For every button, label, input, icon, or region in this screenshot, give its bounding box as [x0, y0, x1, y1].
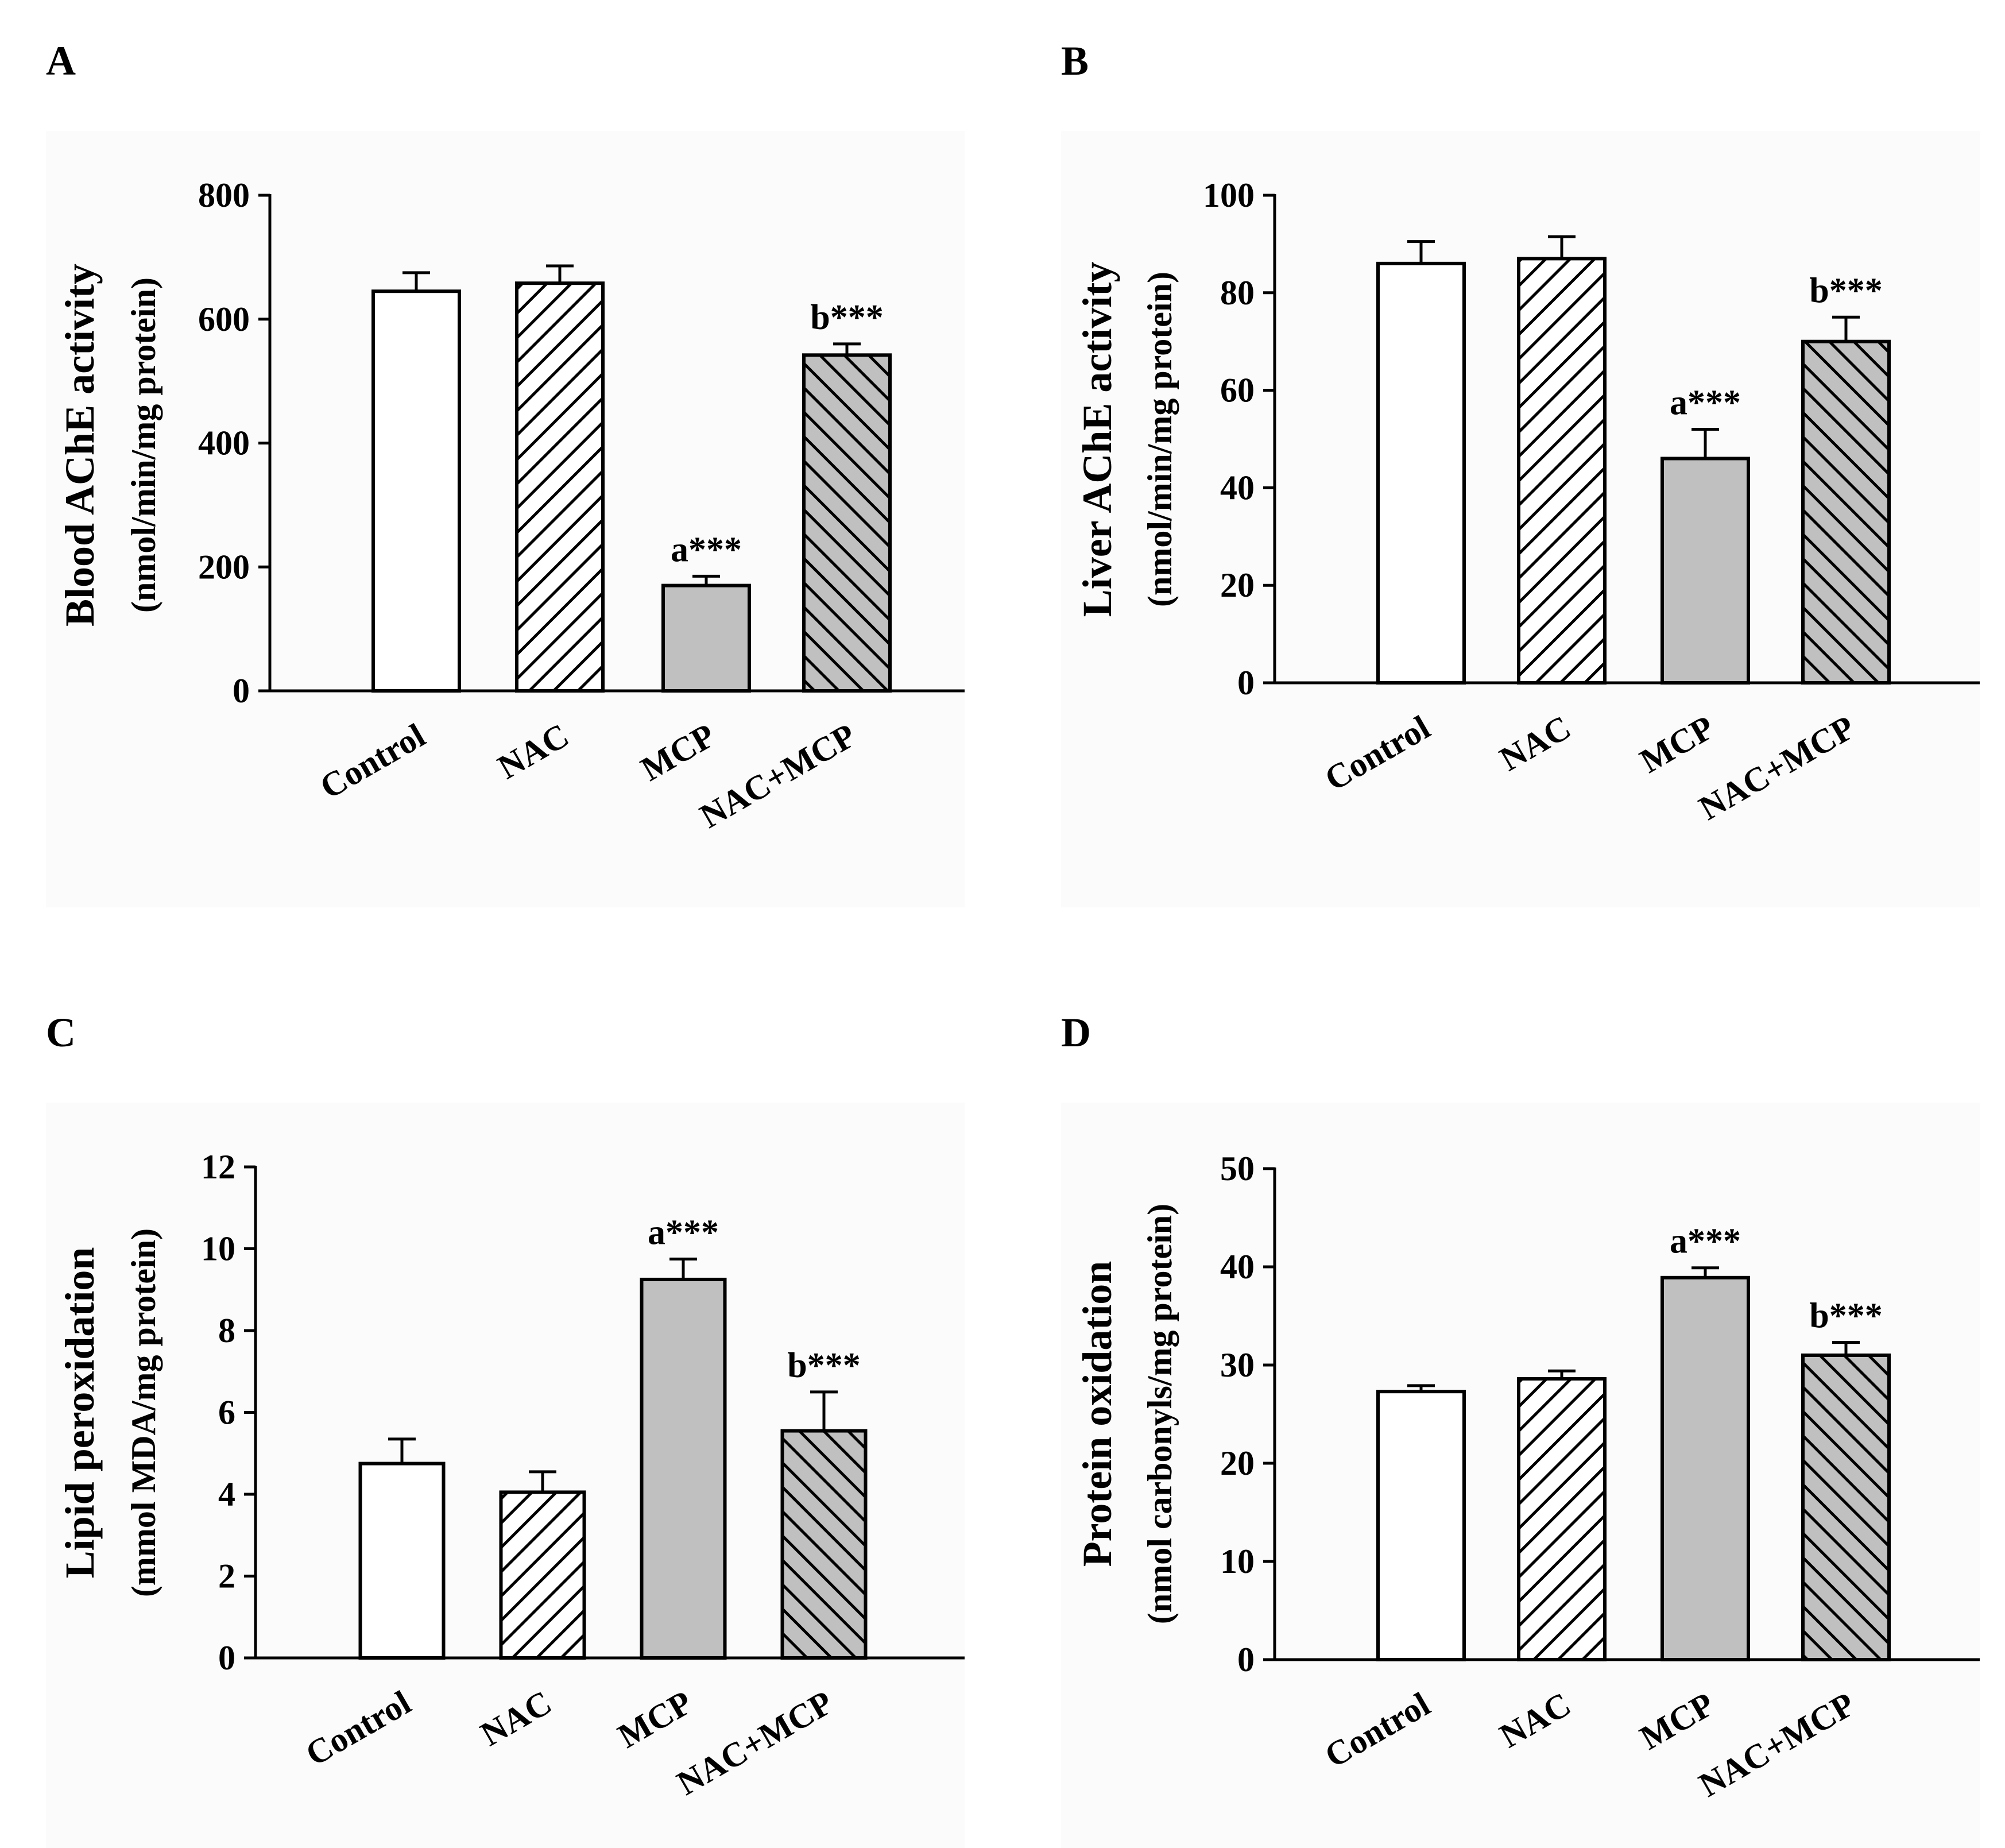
y-tick-label: 30	[1220, 1346, 1255, 1384]
y-tick-label: 4	[218, 1475, 235, 1513]
panel-c-letter: C	[46, 1010, 76, 1056]
y-tick-label: 0	[233, 672, 250, 710]
y-axis-unit: (nmol carbonyls/mg protein)	[1141, 1204, 1179, 1624]
bar-control	[371, 289, 461, 693]
bar-control	[1376, 1390, 1466, 1661]
y-axis-title: Lipid peroxidation	[57, 1247, 103, 1579]
y-tick-label: 200	[198, 548, 250, 586]
y-tick-label: 40	[1220, 469, 1255, 507]
significance-label: b***	[810, 298, 883, 337]
significance-label: a***	[671, 530, 742, 569]
bar-mcp	[640, 1277, 727, 1660]
bar-nac-mcp	[802, 353, 892, 693]
significance-label: b***	[1809, 1297, 1882, 1336]
bar-nac	[515, 281, 605, 693]
y-tick-label: 600	[198, 300, 250, 338]
bar-nac-mcp	[1801, 339, 1891, 685]
bar-nac	[1517, 257, 1607, 685]
y-tick-label: 6	[218, 1394, 235, 1432]
bar-mcp	[1660, 1275, 1750, 1662]
y-tick-label: 0	[218, 1639, 235, 1677]
y-tick-label: 20	[1220, 566, 1255, 604]
y-tick-label: 800	[198, 176, 250, 214]
significance-label: b***	[787, 1346, 860, 1385]
bar-control	[358, 1462, 446, 1660]
panel-a-letter: A	[46, 38, 76, 84]
significance-label: a***	[1670, 1222, 1741, 1261]
significance-label: b***	[1809, 271, 1882, 310]
y-axis-unit: (nmol/min/mg protein)	[125, 277, 162, 613]
y-tick-label: 8	[218, 1312, 235, 1350]
significance-label: a***	[648, 1213, 719, 1252]
y-tick-label: 0	[1237, 1641, 1255, 1679]
bar-nac	[1517, 1377, 1607, 1661]
panel-b-letter: B	[1061, 38, 1089, 84]
y-tick-label: 20	[1220, 1444, 1255, 1482]
y-axis-title: Protein oxidation	[1074, 1261, 1120, 1567]
y-tick-label: 100	[1203, 176, 1255, 214]
bar-mcp	[661, 583, 751, 693]
y-tick-label: 2	[218, 1557, 235, 1595]
y-tick-label: 12	[201, 1148, 235, 1186]
y-axis-title: Liver AChE activity	[1074, 262, 1120, 617]
y-tick-label: 50	[1220, 1150, 1255, 1188]
y-axis-title: Blood AChE activity	[57, 264, 103, 627]
y-tick-label: 60	[1220, 372, 1255, 409]
y-axis-unit: (mmol MDA/mg protein)	[125, 1228, 162, 1597]
panel-d-letter: D	[1061, 1010, 1091, 1056]
y-axis-unit: (nmol/min/mg protein)	[1141, 272, 1179, 607]
y-tick-label: 400	[198, 424, 250, 462]
y-tick-label: 10	[1220, 1542, 1255, 1580]
bar-nac	[499, 1490, 586, 1660]
bar-nac-mcp	[780, 1429, 868, 1660]
significance-label: a***	[1670, 384, 1741, 423]
bar-nac-mcp	[1801, 1353, 1891, 1661]
y-tick-label: 0	[1237, 664, 1255, 702]
bar-mcp	[1660, 457, 1750, 685]
bar-control	[1376, 261, 1466, 685]
y-tick-label: 80	[1220, 274, 1255, 312]
y-tick-label: 40	[1220, 1248, 1255, 1286]
y-tick-label: 10	[201, 1230, 235, 1268]
